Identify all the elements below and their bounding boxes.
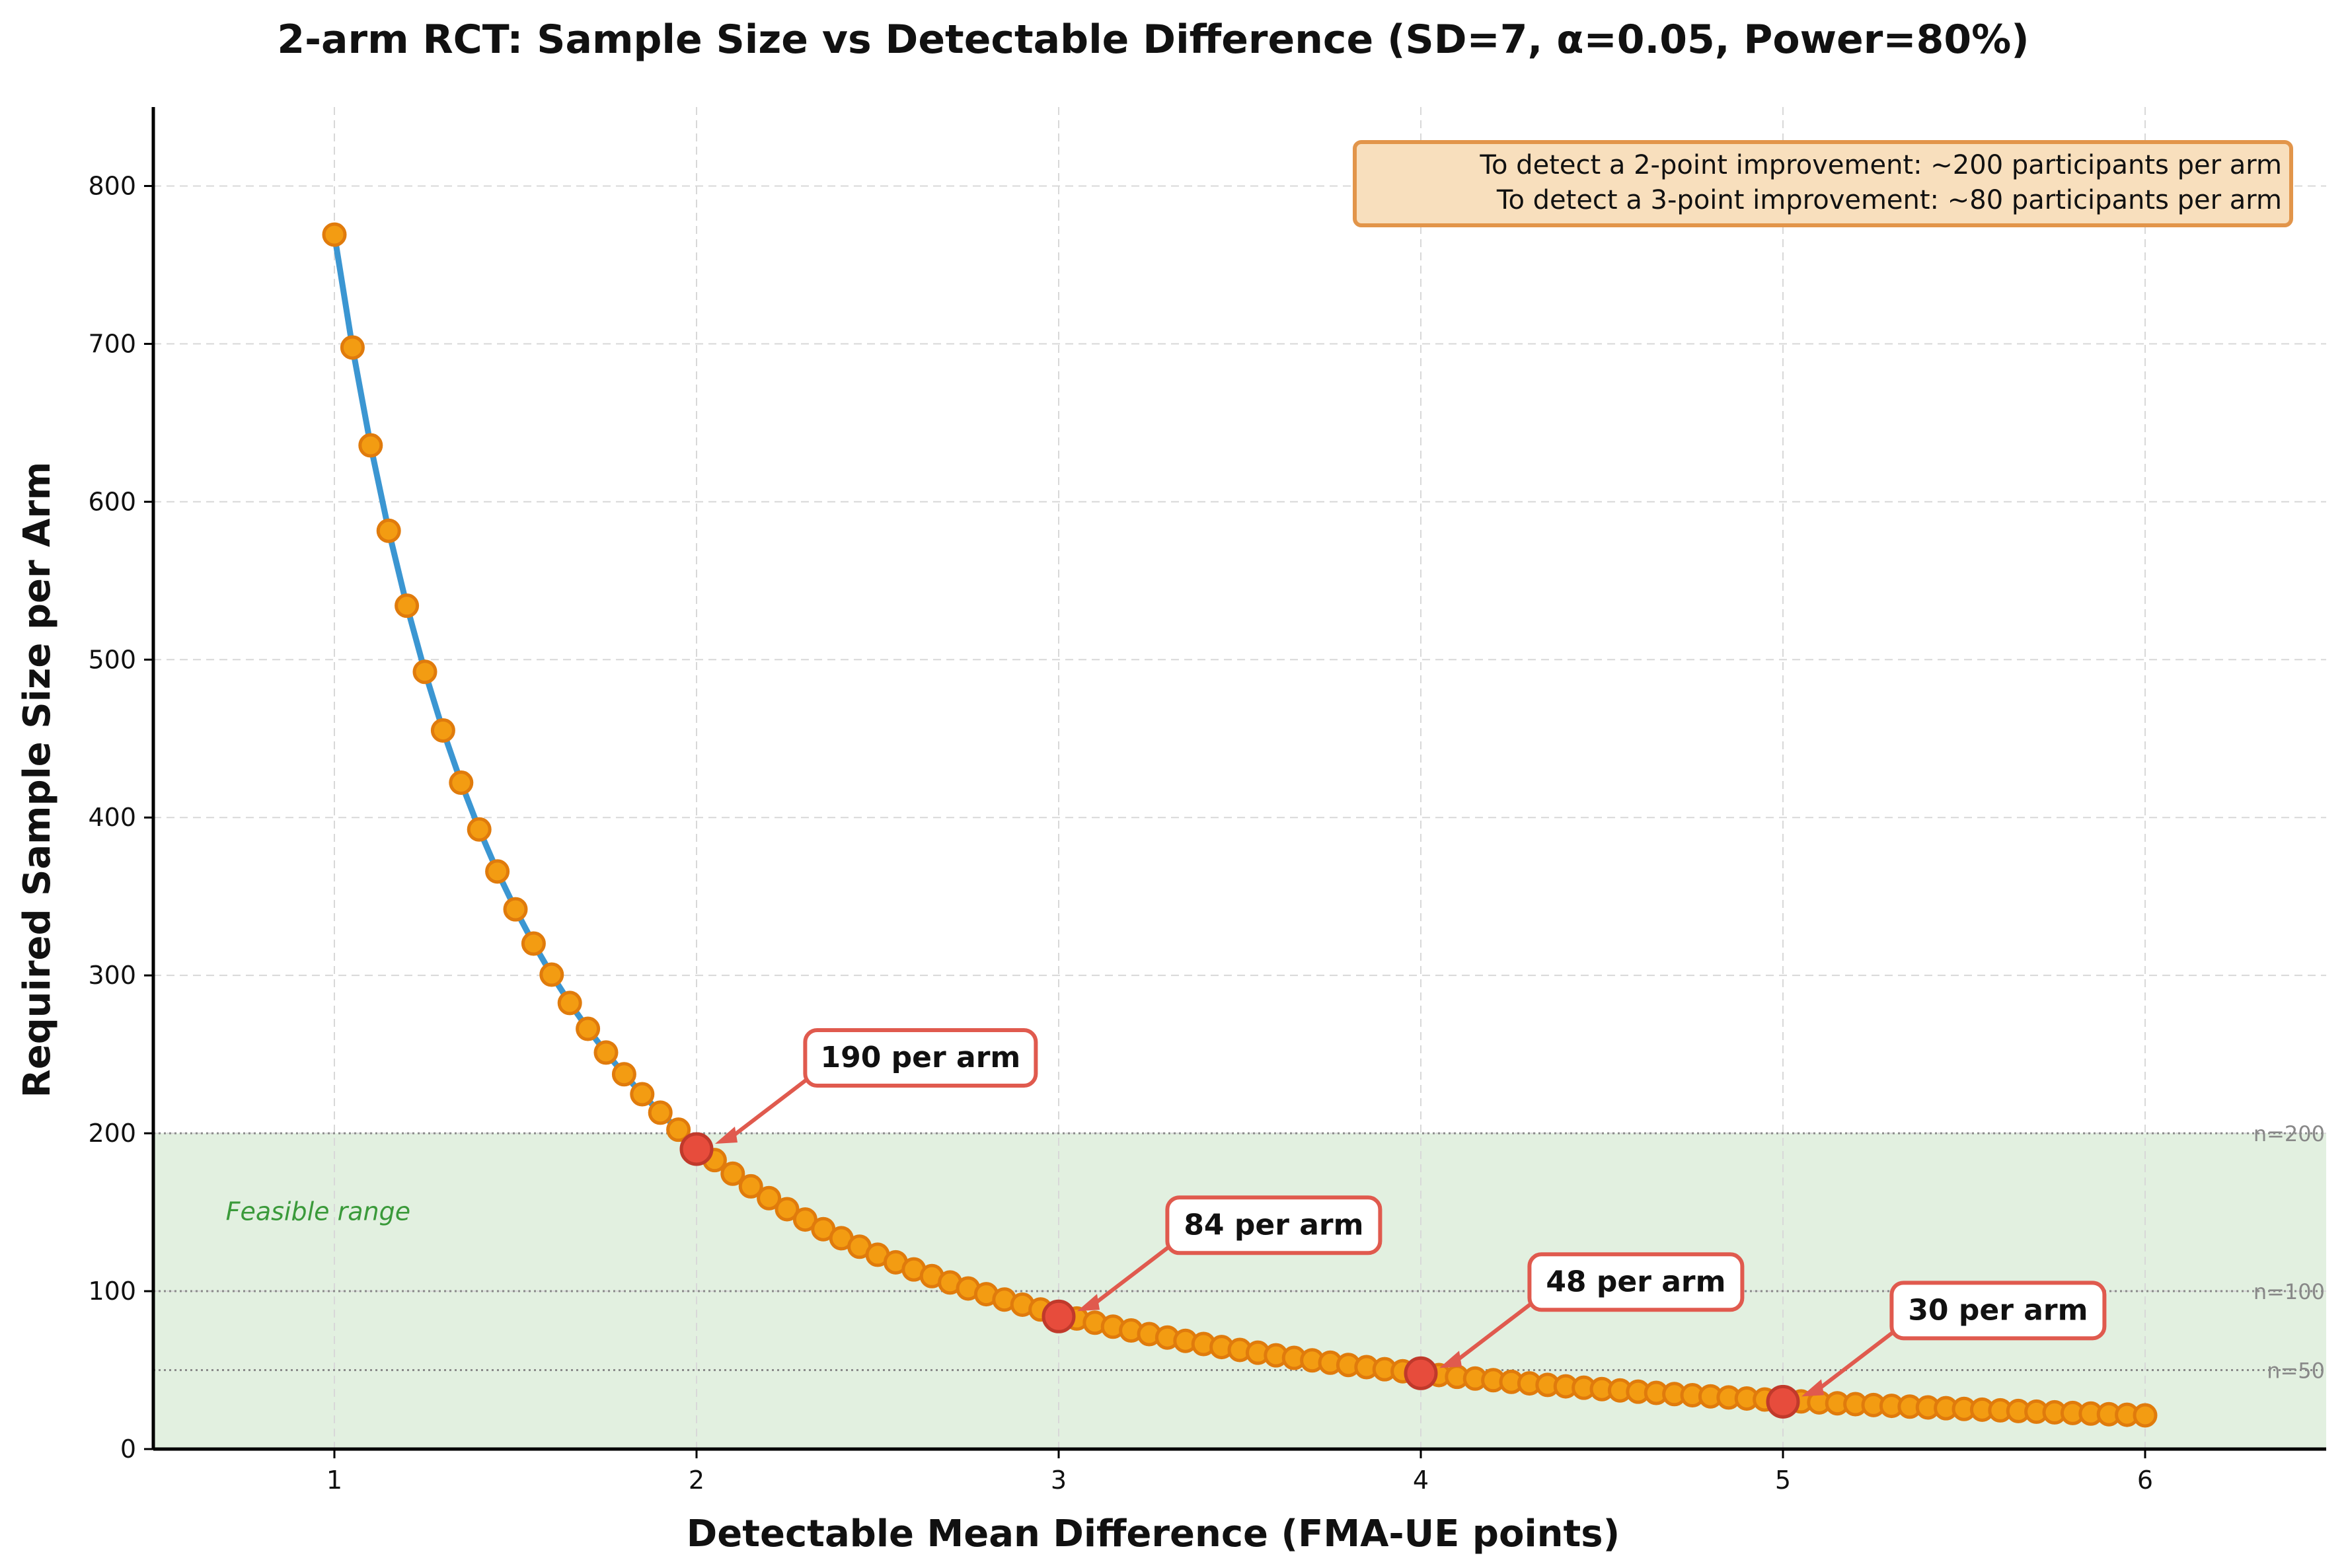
callout: 48 per arm xyxy=(1439,1252,1745,1368)
highlight-point xyxy=(1404,1356,1438,1390)
callout-arrowhead xyxy=(1439,1351,1462,1368)
feasible-range-label: Feasible range xyxy=(226,1197,411,1226)
callout-arrowhead xyxy=(1801,1379,1824,1397)
y-tick-label: 0 xyxy=(120,1435,136,1464)
data-point xyxy=(2133,1403,2158,1428)
reference-line-label: n=100 xyxy=(2253,1279,2325,1304)
callout: 190 per arm xyxy=(715,1028,1038,1144)
y-tick-label: 500 xyxy=(88,645,136,674)
data-point xyxy=(775,1197,800,1222)
highlight-point xyxy=(679,1132,714,1166)
y-tick-label: 600 xyxy=(88,487,136,516)
data-point xyxy=(611,1062,636,1087)
callout: 84 per arm xyxy=(1077,1195,1382,1312)
chart-title: 2-arm RCT: Sample Size vs Detectable Dif… xyxy=(277,17,2029,63)
callout-arrowhead xyxy=(1077,1294,1100,1312)
data-point xyxy=(593,1040,619,1065)
x-axis-label: Detectable Mean Difference (FMA-UE point… xyxy=(687,1512,1620,1555)
data-point xyxy=(340,335,365,360)
data-point xyxy=(757,1185,782,1211)
x-tick-label: 6 xyxy=(2137,1466,2153,1495)
data-point xyxy=(648,1100,673,1125)
x-tick-label: 5 xyxy=(1775,1466,1791,1495)
callout-box xyxy=(1889,1281,2107,1341)
data-point xyxy=(666,1117,691,1142)
note-box: To detect a 2-point improvement: ~200 pa… xyxy=(1353,140,2293,227)
callout-box xyxy=(1527,1252,1745,1312)
callout-label: 48 per arm xyxy=(1546,1265,1725,1298)
note-line: To detect a 3-point improvement: ~80 par… xyxy=(1496,185,2282,215)
reference-line-label: n=50 xyxy=(2267,1359,2325,1384)
data-point xyxy=(557,990,582,1016)
x-tick-label: 1 xyxy=(326,1466,342,1495)
y-tick-label: 800 xyxy=(88,171,136,200)
reference-line-label: n=200 xyxy=(2253,1121,2325,1146)
data-point xyxy=(630,1082,655,1107)
callout-arrowhead xyxy=(715,1127,738,1144)
callout: 30 per arm xyxy=(1801,1281,2107,1397)
callout-arrow xyxy=(728,1076,811,1140)
callout-arrow xyxy=(1090,1243,1173,1308)
callout-box xyxy=(803,1028,1038,1088)
callout-box xyxy=(1165,1195,1382,1255)
data-point xyxy=(720,1161,745,1186)
data-point xyxy=(539,962,564,987)
y-tick-label: 200 xyxy=(88,1119,136,1148)
data-point xyxy=(792,1207,817,1232)
plot-area: n=200 n=100 n=50 Feasible range 190 per arm 8… xyxy=(88,107,2326,1495)
data-point xyxy=(412,659,437,685)
data-point xyxy=(430,718,455,743)
highlight-point xyxy=(1766,1384,1800,1419)
callout-label: 84 per arm xyxy=(1184,1208,1363,1242)
callout-label: 190 per arm xyxy=(821,1041,1021,1074)
data-point xyxy=(358,433,383,458)
data-point xyxy=(467,817,492,842)
callout-arrow xyxy=(1815,1328,1897,1393)
highlight-point xyxy=(1041,1299,1076,1333)
data-point xyxy=(521,931,546,956)
y-tick-label: 400 xyxy=(88,803,136,832)
note-line: To detect a 2-point improvement: ~200 pa… xyxy=(1479,150,2282,180)
x-tick-label: 3 xyxy=(1051,1466,1067,1495)
data-point xyxy=(738,1174,763,1199)
callout-arrow xyxy=(1453,1300,1535,1364)
y-axis-label: Required Sample Size per Arm xyxy=(16,462,59,1098)
data-point xyxy=(395,593,420,618)
data-point xyxy=(485,859,510,884)
data-point xyxy=(576,1016,601,1041)
y-tick-label: 100 xyxy=(88,1277,136,1306)
y-tick-label: 300 xyxy=(88,961,136,990)
data-point xyxy=(449,770,474,796)
x-tick-label: 2 xyxy=(689,1466,704,1495)
data-point xyxy=(503,897,528,922)
y-tick-label: 700 xyxy=(88,329,136,358)
callout-label: 30 per arm xyxy=(1908,1293,2088,1327)
note-box-background xyxy=(1353,140,2293,227)
data-point xyxy=(322,222,347,247)
data-point xyxy=(376,518,401,543)
x-tick-label: 4 xyxy=(1413,1466,1429,1495)
